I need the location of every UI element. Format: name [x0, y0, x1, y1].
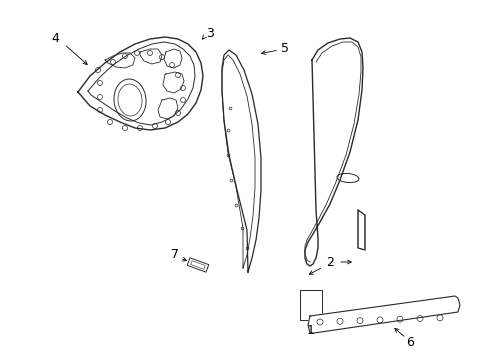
Text: 6: 6 [405, 336, 413, 348]
Text: 3: 3 [205, 27, 214, 40]
Polygon shape [187, 258, 208, 272]
Polygon shape [307, 296, 459, 333]
Text: 1: 1 [306, 324, 314, 337]
Polygon shape [357, 210, 364, 250]
Text: 7: 7 [171, 248, 179, 261]
Text: 5: 5 [281, 41, 288, 54]
Text: 4: 4 [51, 32, 59, 45]
Bar [299, 290, 321, 320]
Text: 2: 2 [325, 256, 333, 269]
